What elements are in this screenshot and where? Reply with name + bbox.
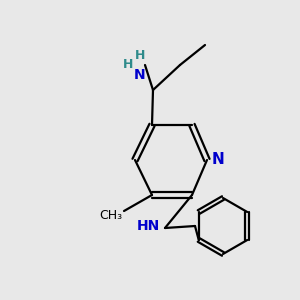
Text: N: N xyxy=(134,68,145,82)
Text: CH₃: CH₃ xyxy=(99,209,122,222)
Text: N: N xyxy=(212,152,225,167)
Text: H: H xyxy=(123,58,133,71)
Text: HN: HN xyxy=(137,219,160,233)
Text: H: H xyxy=(135,49,145,62)
